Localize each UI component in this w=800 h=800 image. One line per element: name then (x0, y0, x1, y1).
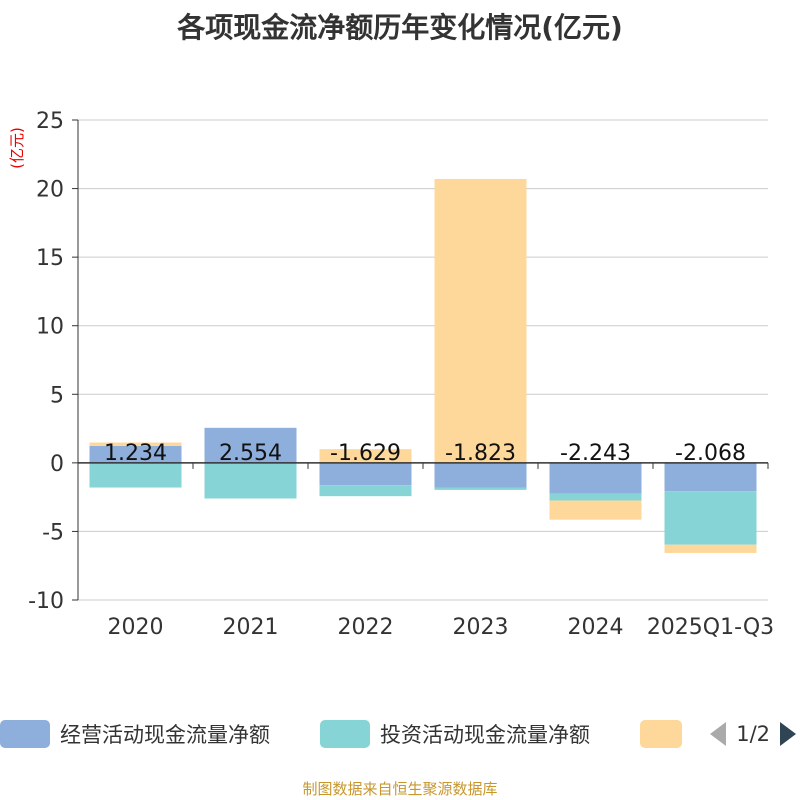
data-label: 2.554 (219, 441, 282, 466)
legend-item-operating[interactable]: 经营活动现金流量净额 (0, 716, 270, 752)
y-tick-label: -5 (42, 520, 64, 545)
chart-title: 各项现金流净额历年变化情况(亿元) (177, 11, 623, 44)
bar-series2-2023 (434, 178, 527, 463)
bar-series2-2024 (549, 500, 642, 520)
data-label: -2.243 (560, 441, 631, 466)
legend-item-financing[interactable] (640, 716, 692, 752)
bar-series1-2024 (549, 493, 642, 501)
x-tick-label: 2023 (453, 615, 509, 640)
bar-series0-2024 (549, 462, 642, 494)
y-tick-label: -10 (28, 589, 64, 614)
bar-series0-2021 (204, 427, 297, 463)
bar-series0-2020 (89, 445, 182, 463)
source-note: 制图数据来自恒生聚源数据库 (302, 780, 498, 798)
y-tick-label: 10 (36, 315, 64, 340)
bar-series1-2020 (89, 462, 182, 488)
bar-series1-2022 (319, 485, 412, 497)
y-tick-label: 20 (36, 178, 64, 203)
legend: 经营活动现金流量净额 投资活动现金流量净额 1/2 (0, 716, 800, 752)
y-tick-label: 25 (36, 109, 64, 134)
x-tick-label: 2024 (568, 615, 624, 640)
x-tick-label: 2022 (338, 615, 394, 640)
legend-label-operating: 经营活动现金流量净额 (60, 723, 270, 747)
bar-series0-2022 (319, 462, 412, 486)
x-tick-label: 2021 (223, 615, 279, 640)
legend-swatch-investing (320, 720, 370, 748)
legend-swatch-financing (640, 720, 682, 748)
bar-series1-2023 (434, 487, 527, 490)
legend-pager: 1/2 (708, 716, 798, 752)
bar-series2-2025Q1-Q3 (664, 544, 757, 553)
y-axis-unit-label: (亿元) (8, 127, 26, 169)
x-tick-label: 2020 (108, 615, 164, 640)
legend-swatch-operating (0, 720, 50, 748)
bar-series0-2025Q1-Q3 (664, 462, 757, 492)
data-label: -2.068 (675, 441, 746, 466)
y-tick-label: 5 (50, 383, 64, 408)
y-tick-label: 0 (50, 452, 64, 477)
y-tick-label: 15 (36, 246, 64, 271)
legend-next-icon[interactable] (778, 720, 798, 748)
legend-item-investing[interactable]: 投资活动现金流量净额 (320, 716, 590, 752)
bar-series0-2023 (434, 462, 527, 488)
x-tick-label: 2025Q1-Q3 (647, 615, 774, 640)
legend-label-investing: 投资活动现金流量净额 (380, 723, 590, 747)
bar-series1-2025Q1-Q3 (664, 491, 757, 545)
chart-canvas: (亿元) -10 -5 0 5 10 15 20 25 1.234 2.554 -1.629 -1.82… (8, 109, 774, 640)
legend-prev-icon[interactable] (708, 720, 728, 748)
data-label: -1.823 (445, 441, 516, 466)
data-label: -1.629 (330, 441, 401, 466)
data-label: 1.234 (104, 441, 167, 466)
bar-series2-2020 (89, 442, 182, 446)
legend-page-indicator: 1/2 (736, 722, 770, 746)
bar-series1-2021 (204, 462, 297, 499)
bar-series2-2022 (319, 449, 412, 463)
